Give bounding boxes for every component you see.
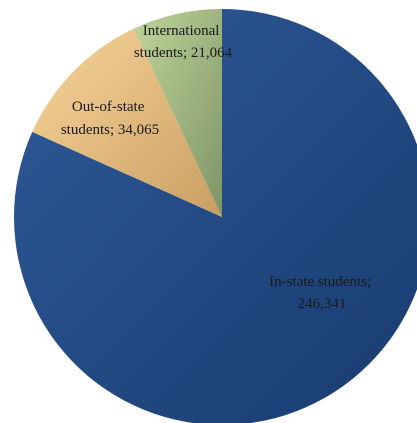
slice-label-in-state-value: 246,341 xyxy=(298,296,347,312)
slice-label-in-state-name: In-state students; xyxy=(269,274,371,290)
pie-slices xyxy=(14,9,417,423)
slice-label-international-name: International xyxy=(143,23,220,39)
slice-label-out-of-state-value: students; 34,065 xyxy=(61,122,159,138)
slice-label-out-of-state-name: Out-of-state xyxy=(72,99,145,115)
slice-label-international-value: students; 21,064 xyxy=(134,45,233,61)
